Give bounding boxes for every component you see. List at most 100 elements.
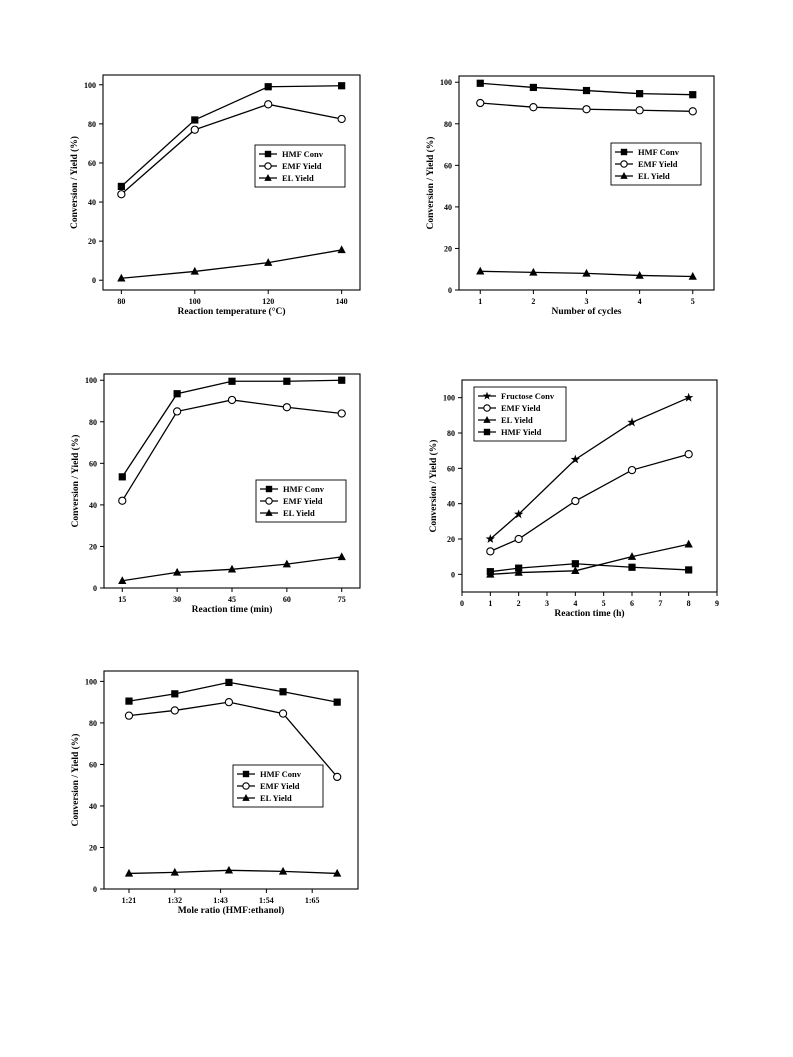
- y-tick-label: 0: [93, 885, 97, 894]
- series-line: [120, 85, 342, 187]
- legend-marker-triangle: [620, 172, 628, 179]
- data-point-square: [191, 116, 199, 124]
- data-point-square: [338, 82, 346, 90]
- data-point-triangle: [118, 576, 127, 584]
- data-point-triangle: [627, 552, 637, 560]
- data-point-circle: [282, 403, 292, 412]
- data-point-circle: [227, 395, 237, 405]
- x-tick-label: 4: [638, 297, 642, 306]
- legend: HMF Conv EMF Yield EL Yield: [254, 144, 346, 188]
- legend: Fructose Conv EMF Yield EL Yield HMF Yield: [473, 386, 567, 442]
- data-point-triangle: [170, 867, 179, 876]
- data-point-circle: [170, 706, 179, 715]
- y-tick-label: 80: [89, 418, 97, 427]
- data-point-circle: [224, 697, 234, 707]
- y-tick-label: 0: [93, 584, 97, 593]
- series-emf-yield: [486, 450, 693, 556]
- legend-marker-star: [482, 391, 492, 400]
- data-point-star: [485, 534, 495, 543]
- x-tick-label: 80: [117, 297, 125, 306]
- series-line: [128, 681, 338, 703]
- x-tick-label: 30: [173, 595, 181, 604]
- x-tick-label: 100: [189, 297, 201, 306]
- x-axis-label: Reaction time (h): [554, 608, 624, 619]
- legend-marker-square: [264, 150, 272, 158]
- y-tick-label: 60: [447, 464, 455, 473]
- y-tick-label: 20: [447, 535, 455, 544]
- y-axis-label: Conversion / Yield (%): [70, 435, 81, 528]
- legend-marker-circle: [265, 497, 273, 505]
- data-point-circle: [582, 105, 591, 114]
- data-point-triangle: [227, 564, 237, 573]
- data-point-triangle: [529, 267, 538, 276]
- x-tick-label: 3: [545, 599, 549, 608]
- data-point-square: [264, 83, 272, 91]
- plot-frame: [103, 670, 359, 890]
- x-tick-label: 5: [602, 599, 606, 608]
- data-point-circle: [117, 190, 126, 199]
- data-point-square: [571, 560, 579, 568]
- data-point-square: [117, 182, 125, 191]
- data-point-circle: [635, 106, 644, 115]
- data-point-triangle: [688, 271, 697, 280]
- data-point-square: [333, 698, 341, 706]
- y-tick-label: 80: [447, 429, 455, 438]
- data-point-triangle: [264, 258, 273, 266]
- legend: HMF Conv EMF Yield EL Yield: [610, 142, 702, 186]
- chart-panel-1: 0 20 40 60 80 100 80 100 120 140 Reaction temperat…: [69, 74, 361, 317]
- legend-entry: EMF Yield: [260, 781, 300, 791]
- data-point-square: [515, 564, 523, 572]
- plot-frame: [102, 74, 361, 291]
- data-point-square: [225, 678, 233, 687]
- y-tick-label: 20: [444, 244, 452, 253]
- x-tick-label: 45: [228, 595, 236, 604]
- legend-entry: HMF Conv: [638, 147, 680, 157]
- y-tick-label: 40: [89, 501, 97, 510]
- data-point-circle: [118, 496, 127, 505]
- data-point-square: [486, 568, 494, 576]
- data-point-triangle: [635, 270, 644, 279]
- legend-entry: EMF Yield: [283, 496, 323, 506]
- y-tick-label: 20: [89, 542, 97, 551]
- x-tick-label: 1:21: [122, 896, 137, 905]
- x-tick-label: 2: [531, 297, 535, 306]
- x-tick-label: 1:65: [305, 896, 320, 905]
- y-axis-label: Conversion / Yield (%): [69, 136, 80, 229]
- series-el-yield: [124, 865, 342, 877]
- series-hmf-conv: [117, 82, 346, 191]
- data-point-square: [529, 83, 537, 92]
- y-tick-label: 40: [89, 802, 97, 811]
- data-point-square: [338, 376, 346, 384]
- y-tick-label: 80: [444, 120, 452, 129]
- y-tick-label: 100: [440, 78, 452, 87]
- data-point-circle: [529, 103, 538, 112]
- y-tick-label: 40: [447, 500, 455, 509]
- legend-entry: HMF Yield: [501, 427, 542, 437]
- x-tick-label: 75: [338, 595, 346, 604]
- y-tick-label: 20: [88, 237, 96, 246]
- legend-marker-triangle: [483, 416, 491, 423]
- legend-entry: Fructose Conv: [501, 391, 555, 401]
- legend-entry: EMF Yield: [638, 159, 678, 169]
- data-point-triangle: [190, 266, 199, 275]
- legend-entry: EL Yield: [501, 415, 533, 425]
- x-tick-label: 2: [517, 599, 521, 608]
- y-tick-label: 0: [92, 276, 96, 285]
- series-el-yield: [117, 245, 346, 282]
- data-point-square: [636, 90, 644, 98]
- data-point-triangle: [582, 268, 591, 277]
- series-line: [128, 869, 338, 875]
- chart-panel-5: 0 20 40 60 80 100 1:21 1:32 1:43 1:54 1:65 Mole rat…: [70, 670, 359, 916]
- data-point-square: [118, 473, 126, 481]
- data-point-triangle: [282, 559, 291, 568]
- x-tick-label: 3: [585, 297, 589, 306]
- x-axis-label: Number of cycles: [551, 307, 621, 317]
- y-tick-label: 60: [89, 760, 97, 769]
- legend-entry: EL Yield: [638, 171, 670, 181]
- series-el-yield: [486, 539, 693, 578]
- x-tick-label: 120: [262, 297, 274, 306]
- data-point-circle: [684, 450, 693, 459]
- y-tick-label: 40: [444, 203, 452, 212]
- x-tick-label: 8: [687, 599, 691, 608]
